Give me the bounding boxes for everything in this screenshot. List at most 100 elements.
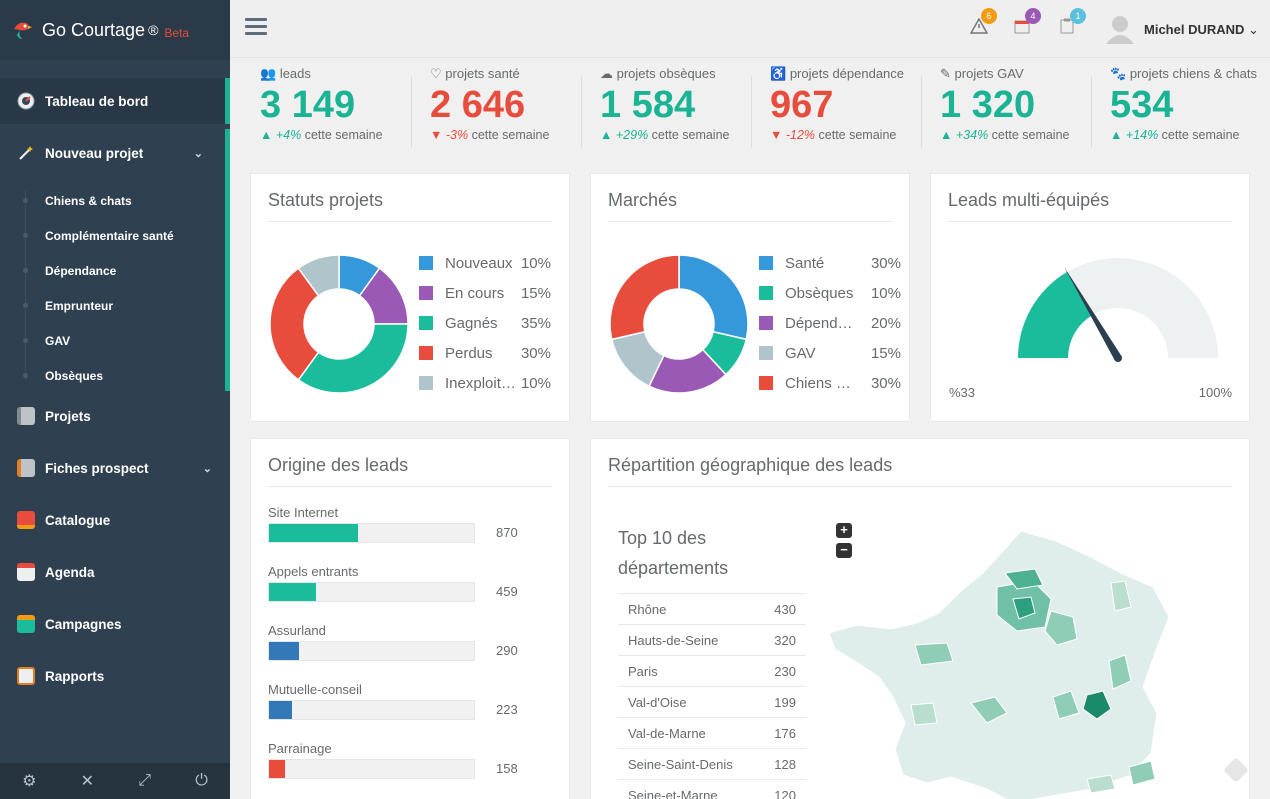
donut-slice[interactable] (297, 254, 340, 297)
bar-row[interactable]: Assurland 290 (268, 623, 518, 661)
stat-label: projets santé (445, 66, 520, 81)
clipboard-icon[interactable] (1060, 18, 1080, 38)
legend-item[interactable]: Chiens & … 30% (759, 368, 901, 398)
table-row[interactable]: Val-d'Oise 199 (618, 686, 806, 717)
map-region-sud (1086, 774, 1116, 794)
sidebar-item-nouveau-projet[interactable]: Nouveau projet ⌄ (0, 129, 230, 177)
bar-fill (269, 642, 299, 660)
bar-fill (269, 583, 317, 601)
table-row[interactable]: Seine-et-Marne 120 (618, 779, 806, 799)
stat-value: 1 320 (940, 84, 1036, 126)
submenu-item-complementaire-sante[interactable]: Complémentaire santé (45, 229, 174, 243)
legend-item[interactable]: Santé 30% (759, 248, 901, 278)
calendar-icon (17, 563, 35, 581)
donut-slice[interactable] (609, 254, 680, 341)
stat-value: 534 (1110, 84, 1174, 126)
france-map[interactable] (821, 527, 1241, 799)
bullet-icon (23, 233, 28, 238)
menu-toggle-icon[interactable] (245, 18, 267, 36)
table-row[interactable]: Hauts-de-Seine 320 (618, 624, 806, 655)
zoom-out-button[interactable]: − (836, 543, 852, 558)
legend-item[interactable]: Gagnés 35% (419, 308, 551, 338)
wheelchair-icon: ♿ (770, 66, 787, 81)
user-menu[interactable]: Michel DURAND ⌄ (1144, 22, 1259, 38)
caret-up-icon: ▲ (600, 128, 613, 142)
legend-item[interactable]: Inexploit… 10% (419, 368, 551, 398)
warning-icon[interactable] (969, 17, 990, 38)
legend-item[interactable]: En cours 15% (419, 278, 551, 308)
stat-projets-sante: ♡ projets santé 2 646 ▼ -3% cette semain… (430, 66, 549, 156)
submenu-item-gav[interactable]: GAV (45, 334, 71, 348)
department-name: Val-de-Marne (628, 725, 706, 741)
donut-slice[interactable] (678, 254, 749, 341)
table-row[interactable]: Rhône 430 (618, 593, 806, 624)
sidebar-item-rapports[interactable]: Rapports (0, 664, 230, 688)
legend-label: Gagnés (445, 314, 498, 332)
department-name: Hauts-de-Seine (628, 632, 719, 648)
sidebar-item-agenda[interactable]: Agenda (0, 560, 230, 584)
bar-row[interactable]: Mutuelle-conseil 223 (268, 682, 518, 720)
settings-icon[interactable]: ⚙ (22, 773, 37, 790)
sidebar-item-label: Tableau de bord (45, 93, 149, 109)
table-row[interactable]: Seine-Saint-Denis 128 (618, 748, 806, 779)
calendar-icon[interactable] (1014, 18, 1034, 38)
table-row[interactable]: Val-de-Marne 176 (618, 717, 806, 748)
department-name: Seine-Saint-Denis (628, 756, 733, 772)
legend-item[interactable]: Perdus 30% (419, 338, 551, 368)
map-region-paca (1128, 760, 1156, 786)
stat-pct: +29% (615, 128, 649, 142)
sidebar-item-tableau-de-bord[interactable]: Tableau de bord (0, 78, 230, 124)
table-row[interactable]: Paris 230 (618, 655, 806, 686)
legend-item[interactable]: Dépenda… 20% (759, 308, 901, 338)
department-value: 120 (774, 787, 796, 799)
fullscreen-icon[interactable]: ⤢ (138, 772, 152, 789)
bar-track (268, 759, 475, 779)
legend-statuts: Nouveaux 10% En cours 15% Gagnés 35% Perdus 30%… (419, 248, 551, 398)
sidebar-item-catalogue[interactable]: Catalogue (0, 508, 230, 532)
submenu-item-dependance[interactable]: Dépendance (45, 264, 117, 278)
stat-suffix: cette semaine (651, 128, 730, 142)
stat-projets-obseques: ☁ projets obsèques 1 584 ▲ +29% cette se… (600, 66, 730, 156)
sidebar-item-campagnes[interactable]: Campagnes (0, 612, 230, 636)
divider (268, 486, 552, 487)
legend-item[interactable]: Nouveaux 10% (419, 248, 551, 278)
legend-label: Chiens & … (785, 374, 859, 392)
bar-row[interactable]: Site Internet 870 (268, 505, 518, 543)
department-value: 320 (774, 632, 796, 648)
legend-item[interactable]: Obsèques 10% (759, 278, 901, 308)
sidebar-item-fiches-prospect[interactable]: Fiches prospect ⌄ (0, 456, 230, 480)
map-region-aquitaine (910, 702, 938, 726)
divider (608, 486, 1232, 487)
sidebar-item-label: Projets (45, 408, 91, 424)
sidebar-item-projets[interactable]: Projets (0, 404, 230, 428)
stat-label: projets GAV (954, 66, 1024, 81)
bar-row[interactable]: Parrainage 158 (268, 741, 518, 779)
department-value: 230 (774, 663, 796, 679)
legend-item[interactable]: GAV 15% (759, 338, 901, 368)
submenu-item-emprunteur[interactable]: Emprunteur (45, 299, 114, 313)
submenu-item-chiens-chats[interactable]: Chiens & chats (45, 194, 132, 208)
tools-icon[interactable]: ✕ (80, 773, 95, 790)
divider (751, 76, 752, 148)
sidebar: Go Courtage ® Beta Tableau de bord Nouve… (0, 0, 230, 799)
bar-label: Assurland (268, 623, 326, 638)
bar-row[interactable]: Appels entrants 459 (268, 564, 518, 602)
donut-slice[interactable] (269, 267, 320, 381)
bar-fill (269, 760, 286, 778)
table-title-line1: Top 10 des (618, 528, 707, 548)
caret-down-icon: ▼ (770, 128, 783, 142)
power-icon[interactable]: ⏻ (195, 772, 208, 789)
gauge-fill (1018, 271, 1093, 358)
zoom-in-button[interactable]: + (836, 523, 852, 538)
legend-label: Perdus (445, 344, 493, 362)
submenu-item-obseques[interactable]: Obsèques (45, 369, 104, 383)
legend-swatch (419, 376, 433, 390)
legend-value: 15% (520, 284, 551, 302)
stat-suffix: cette semaine (991, 128, 1070, 142)
legend-swatch (419, 346, 433, 360)
avatar[interactable] (1106, 14, 1134, 44)
donut-slice[interactable] (297, 323, 409, 394)
legend-value: 20% (870, 314, 901, 332)
brand[interactable]: Go Courtage ® Beta (0, 0, 230, 60)
bar-track (268, 641, 475, 661)
